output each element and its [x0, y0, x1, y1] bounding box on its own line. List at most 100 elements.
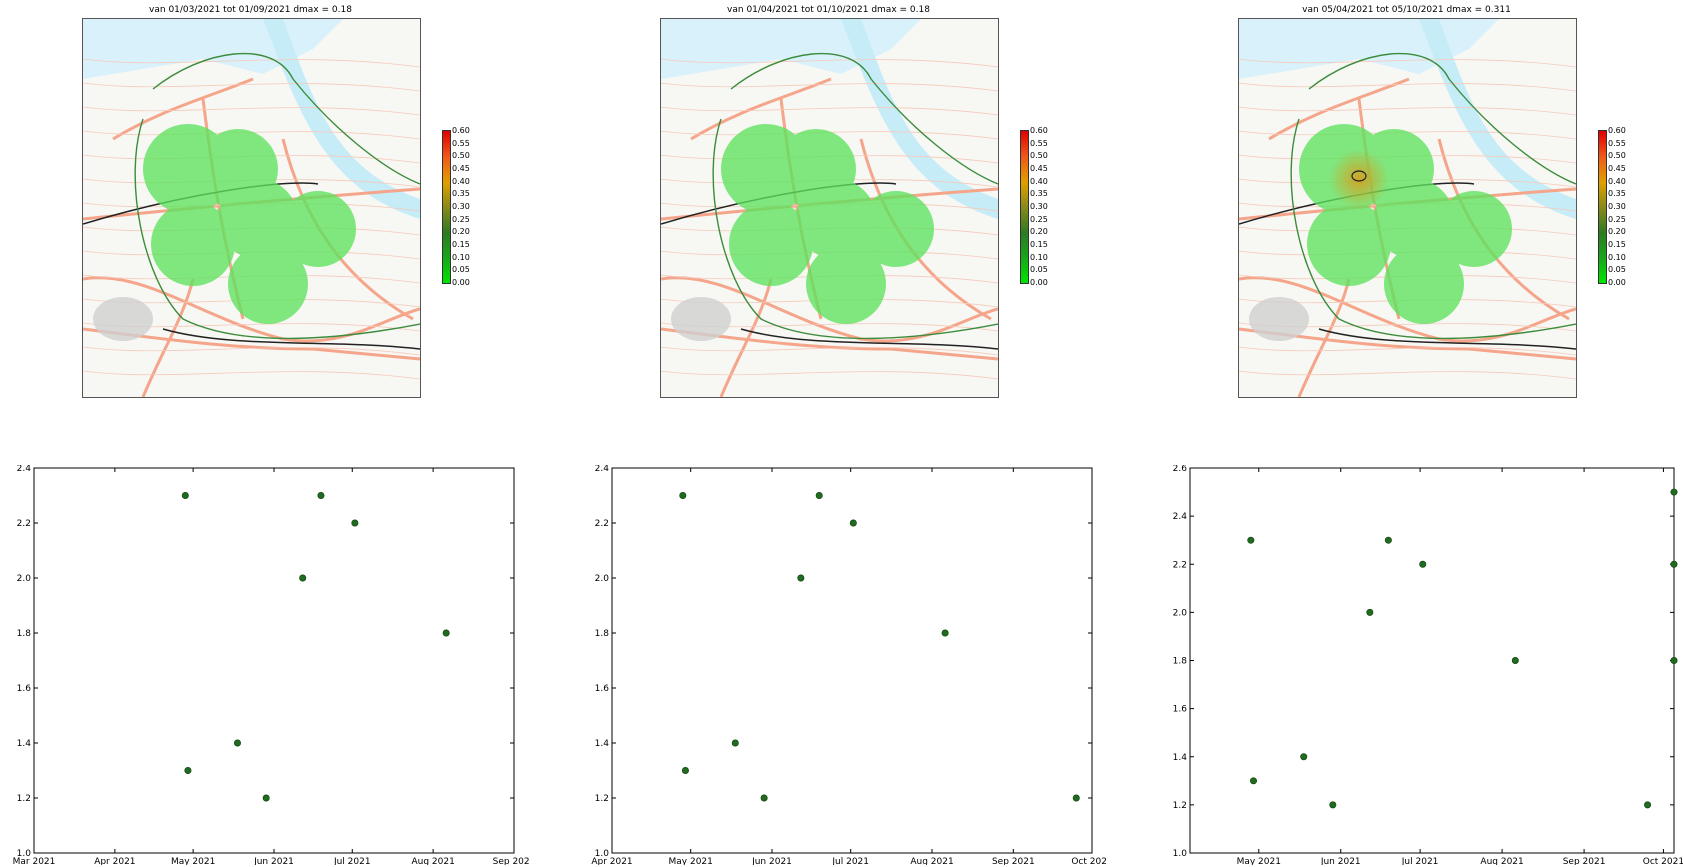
- density-overlay: [721, 124, 934, 324]
- colorbar-tick-label: 0.10: [1608, 252, 1626, 262]
- minor-road: [83, 58, 420, 68]
- x-tick-label: Aug 2021: [910, 857, 953, 865]
- colorbar-tick-label: 0.55: [1030, 138, 1048, 148]
- density-map: [82, 18, 421, 398]
- colorbar-tick-label: 0.40: [1608, 176, 1626, 186]
- x-tick-label: Aug 2021: [411, 857, 454, 865]
- plot-area: [33, 467, 515, 854]
- x-tick-label: Oct 2021: [1071, 857, 1108, 865]
- colorbar-tick-label: 0.20: [1030, 227, 1048, 237]
- colorbar-tick-label: 0.50: [1030, 151, 1048, 161]
- minor-road: [83, 370, 420, 380]
- x-tick-label: May 2021: [171, 857, 215, 865]
- minor-road: [1239, 370, 1576, 380]
- data-point: [731, 739, 739, 747]
- x-tick-label: Aug 2021: [1480, 857, 1523, 865]
- colorbar-tick-label: 0.55: [452, 138, 470, 148]
- minor-road: [1239, 346, 1576, 356]
- map-title: van 05/04/2021 tot 05/10/2021 dmax = 0.3…: [1302, 5, 1511, 15]
- data-point: [184, 766, 192, 774]
- data-point: [760, 794, 768, 802]
- y-tick-label: 2.0: [595, 574, 610, 584]
- road: [719, 278, 773, 397]
- data-point: [679, 491, 687, 499]
- data-point: [442, 629, 450, 637]
- colorbar-gradient: [442, 130, 451, 284]
- colorbar-tick-label: 0.05: [452, 265, 470, 275]
- density-zone: [1384, 244, 1464, 324]
- x-tick-label: Sep 2021: [493, 857, 530, 865]
- urban-area: [93, 297, 153, 341]
- x-tick-label: Jun 2021: [751, 857, 792, 865]
- minor-road: [661, 58, 998, 68]
- colorbar-tick-label: 0.25: [452, 214, 470, 224]
- data-point: [1384, 536, 1392, 544]
- y-tick-label: 2.6: [1173, 465, 1188, 474]
- hotspot-contour: [1351, 170, 1367, 182]
- minor-road: [661, 82, 998, 92]
- data-point: [1249, 777, 1257, 785]
- data-point: [681, 766, 689, 774]
- minor-road: [661, 106, 998, 116]
- plot-area: [611, 467, 1093, 854]
- minor-road: [1239, 106, 1576, 116]
- minor-road: [83, 106, 420, 116]
- y-tick-label: 1.6: [1173, 705, 1188, 715]
- y-tick-label: 1.4: [1173, 753, 1188, 763]
- urban-area: [1249, 297, 1309, 341]
- density-zone: [796, 179, 876, 259]
- density-zone: [806, 244, 886, 324]
- data-point: [317, 491, 325, 499]
- y-tick-label: 2.0: [1173, 608, 1188, 618]
- colorbar-tick-label: 0.20: [1608, 227, 1626, 237]
- x-tick-label: Jul 2021: [333, 857, 371, 865]
- y-tick-label: 1.4: [595, 739, 610, 749]
- colorbar-tick-label: 0.45: [1030, 164, 1048, 173]
- colorbar-tick-label: 0.45: [452, 164, 470, 173]
- rail-line: [740, 328, 998, 350]
- minor-road: [661, 346, 998, 356]
- colorbar-tick-label: 0.00: [1608, 278, 1626, 287]
- colorbar-tick-label: 0.50: [1608, 151, 1626, 161]
- density-zone: [729, 202, 813, 286]
- minor-road: [1239, 82, 1576, 92]
- colorbar-tick-label: 0.35: [1030, 189, 1048, 199]
- y-tick-label: 1.8: [595, 629, 610, 639]
- density-overlay: [143, 124, 356, 324]
- y-tick-label: 2.2: [595, 519, 609, 529]
- plot-area: [1189, 467, 1675, 854]
- colorbar-tick-label: 0.60: [452, 126, 470, 135]
- x-tick-label: Oct 2021: [1643, 857, 1683, 865]
- data-point: [1072, 794, 1080, 802]
- scatter-chart-1: 1.0 1.2 1.4 1.6 1.8 2.0 2.2 2.4 Mar 2021 Apr 2021…: [13, 465, 530, 865]
- data-point: [941, 629, 949, 637]
- region-boundary: [134, 52, 420, 340]
- region-boundary: [1290, 52, 1576, 340]
- colorbar-tick-label: 0.05: [1030, 265, 1048, 275]
- scatter-chart-2: 1.0 1.2 1.4 1.6 1.8 2.0 2.2 2.4 Apr 2021 May 2021…: [591, 465, 1108, 865]
- minor-road: [1239, 58, 1576, 68]
- density-zone: [1374, 179, 1454, 259]
- x-tick-label: Sep 2021: [992, 857, 1035, 865]
- data-point: [1419, 560, 1427, 568]
- road: [1268, 77, 1410, 141]
- y-tick-label: 1.2: [1173, 801, 1187, 811]
- x-tick-label: Sep 2021: [1563, 857, 1606, 865]
- colorbar-tick-label: 0.30: [452, 202, 470, 211]
- colorbar-tick-label: 0.20: [452, 227, 470, 237]
- density-zone: [228, 244, 308, 324]
- colorbar-tick-label: 0.40: [1030, 176, 1048, 186]
- urban-area: [671, 297, 731, 341]
- density-zone: [858, 191, 934, 267]
- density-zone: [280, 191, 356, 267]
- colorbar-tick-label: 0.15: [1030, 240, 1048, 249]
- region-boundary: [712, 52, 998, 340]
- colorbar-tick-label: 0.00: [452, 278, 470, 287]
- data-point: [181, 491, 189, 499]
- rail-line: [162, 328, 420, 350]
- y-tick-label: 2.4: [595, 465, 610, 474]
- colorbar-gradient: [1020, 130, 1029, 284]
- density-zone: [1307, 202, 1391, 286]
- x-tick-label: Jul 2021: [1401, 857, 1439, 865]
- y-tick-label: 1.0: [595, 849, 610, 859]
